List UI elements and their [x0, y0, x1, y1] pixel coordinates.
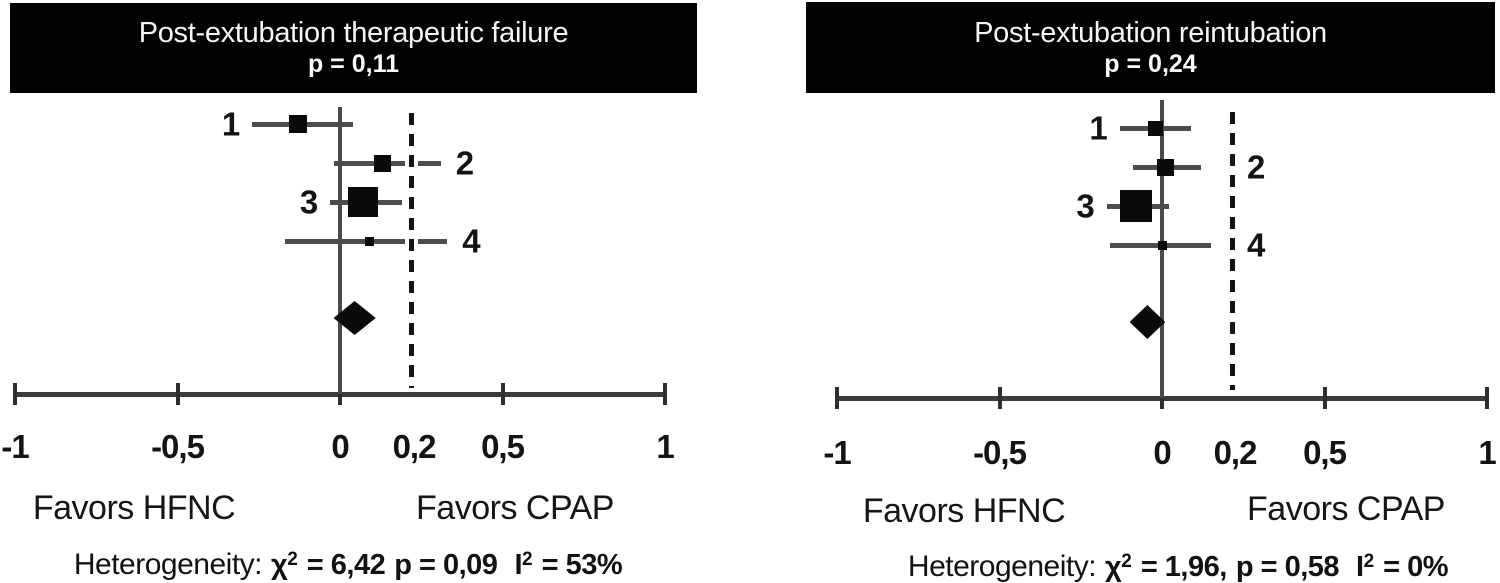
study-number-label: 3: [299, 183, 318, 221]
het-p-value: p = 0,58: [1235, 551, 1340, 583]
axis-tick-label: 0,5: [481, 428, 525, 465]
axis-tick: [1485, 387, 1489, 409]
confidence-interval-line: [252, 122, 353, 127]
study-point-square: [364, 236, 374, 246]
axis-tick-label: 1: [656, 428, 674, 465]
heterogeneity-label: Heterogeneity:: [907, 550, 1097, 583]
panel-header-left: Post-extubation therapeutic failure p = …: [10, 3, 697, 93]
axis-tick: [835, 387, 839, 409]
i-squared-value: = 53%: [541, 549, 623, 581]
chi-squared-symbol: χ2: [271, 549, 298, 581]
study-number-label: 2: [455, 144, 474, 182]
study-point-square: [1156, 158, 1174, 176]
confidence-interval-line: [1132, 165, 1201, 170]
study-number-label: 2: [1247, 148, 1265, 186]
study-number-label: 1: [221, 105, 240, 143]
chi-squared-value: = 1,96,: [1140, 551, 1228, 583]
dashed-reference-line: [409, 113, 414, 388]
confidence-interval-line: [333, 161, 441, 166]
confidence-interval-line: [330, 200, 402, 205]
study-number-label: 4: [1247, 226, 1265, 264]
panel-title: Post-extubation therapeutic failure: [138, 17, 569, 49]
favors-cpap-label: Favors CPAP: [1247, 490, 1445, 528]
x-axis: [838, 396, 1488, 401]
axis-tick-label: -0,5: [151, 428, 205, 465]
chi-squared-symbol: χ2: [1105, 551, 1132, 583]
study-point-square: [1120, 190, 1152, 222]
x-axis: [15, 392, 665, 397]
axis-tick: [338, 383, 342, 405]
study-point-square: [347, 187, 378, 217]
axis-tick-label: -1: [1, 428, 29, 465]
dashed-line-margin: [1226, 112, 1239, 390]
dashed-line-margin: [405, 113, 418, 388]
favors-cpap-label: Favors CPAP: [416, 489, 614, 527]
zero-reference-line: [338, 107, 342, 394]
panel-p-value: p = 0,11: [307, 50, 400, 78]
axis-tick: [500, 383, 505, 405]
study-number-label: 1: [1089, 109, 1107, 147]
confidence-interval-line: [1110, 243, 1211, 248]
study-point-square: [288, 115, 307, 133]
axis-tick: [175, 383, 180, 405]
panel-title: Post-extubation reintubation: [974, 16, 1327, 49]
het-p-value: p = 0,09: [394, 549, 498, 581]
zero-reference-line: [1160, 100, 1164, 398]
study-number-label: 3: [1076, 187, 1094, 225]
axis-tick-label: 0: [331, 428, 349, 465]
axis-tick-label: -1: [823, 434, 851, 471]
axis-tick: [1322, 387, 1327, 409]
confidence-interval-line: [284, 239, 448, 244]
pooled-estimate-diamond: [1129, 305, 1166, 339]
study-point-square: [373, 154, 391, 172]
study-point-square: [1157, 240, 1167, 250]
heterogeneity-stats-right: Heterogeneity: χ2 = 1,96, p = 0,58 I2 = 0%: [907, 550, 1449, 583]
axis-tick: [663, 383, 667, 405]
study-point-square: [1148, 120, 1163, 136]
pooled-estimate-diamond: [333, 301, 376, 335]
confidence-interval-line: [1106, 204, 1169, 209]
chi-squared-value: = 6,42: [306, 549, 386, 581]
favors-hfnc-label: Favors HFNC: [32, 489, 236, 527]
i-squared-symbol: I2: [1356, 551, 1375, 583]
i-squared-value: = 0%: [1383, 551, 1449, 583]
dashed-reference-line: [1230, 112, 1235, 390]
axis-tick-label-dashed: 0,2: [1213, 434, 1258, 471]
axis-tick: [1160, 387, 1164, 409]
heterogeneity-stats-left: Heterogeneity: χ2 = 6,42 p = 0,09 I2 = 53%: [73, 548, 623, 581]
axis-tick-label: 0,5: [1303, 434, 1347, 471]
favors-hfnc-label: Favors HFNC: [862, 492, 1066, 530]
study-number-label: 4: [462, 222, 480, 260]
axis-tick: [997, 387, 1002, 409]
i-squared-symbol: I2: [514, 549, 533, 581]
heterogeneity-label: Heterogeneity:: [73, 548, 263, 581]
axis-tick-label: 0: [1153, 434, 1171, 471]
axis-tick-label: -0,5: [973, 434, 1027, 471]
confidence-interval-line: [1119, 126, 1192, 131]
panel-p-value: p = 0,24: [1104, 49, 1197, 78]
axis-tick-label-dashed: 0,2: [392, 428, 437, 465]
axis-tick: [13, 383, 17, 405]
axis-tick-label: 1: [1478, 434, 1496, 471]
panel-header-right: Post-extubation reintubation p = 0,24: [806, 2, 1495, 93]
